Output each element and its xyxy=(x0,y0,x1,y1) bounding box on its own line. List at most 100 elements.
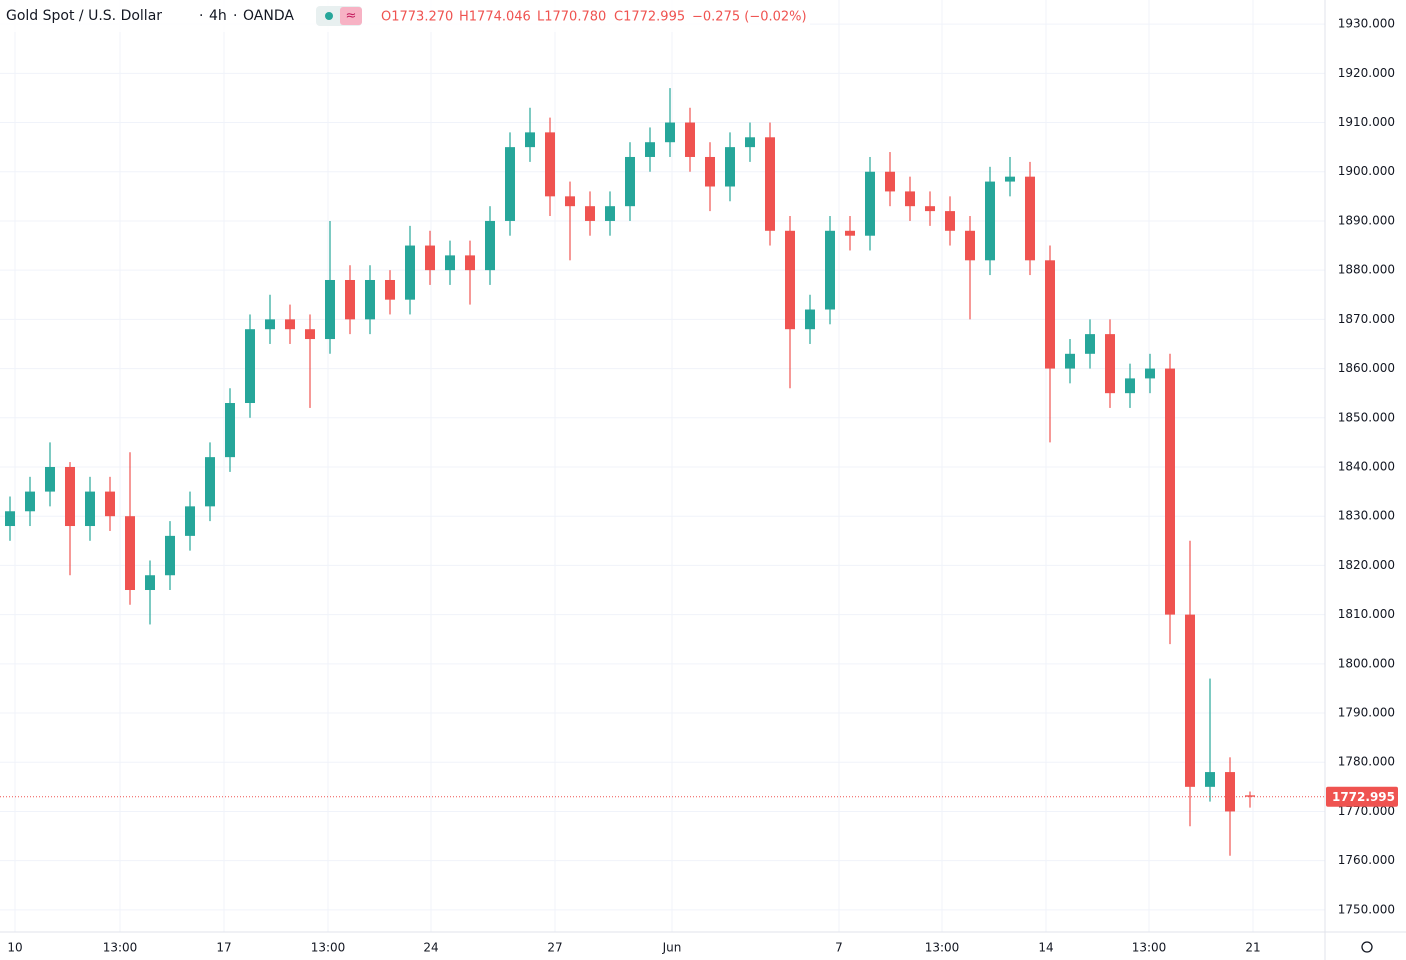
y-tick-label: 1800.000 xyxy=(1338,656,1395,670)
change: −0.275 (−0.02%) xyxy=(692,10,807,25)
candle-body xyxy=(605,206,615,221)
x-tick-label: 17 xyxy=(216,941,231,955)
y-tick-label: 1840.000 xyxy=(1338,459,1395,473)
candle-body xyxy=(5,511,15,527)
candle-body xyxy=(505,147,515,221)
candle-body xyxy=(905,191,915,207)
candle-body xyxy=(625,156,635,207)
candle-body xyxy=(1225,772,1235,812)
candle-body xyxy=(825,230,835,310)
candle-body xyxy=(265,319,275,330)
candle-body xyxy=(105,491,115,517)
candle-body xyxy=(285,319,295,330)
y-tick-label: 1770.000 xyxy=(1338,804,1395,818)
y-tick-label: 1750.000 xyxy=(1338,902,1395,916)
candle-body xyxy=(165,535,175,576)
candle-body xyxy=(25,491,35,512)
y-tick-label: 1820.000 xyxy=(1338,558,1395,572)
candle-body xyxy=(325,279,335,340)
y-tick-label: 1900.000 xyxy=(1338,164,1395,178)
y-tick-label: 1830.000 xyxy=(1338,509,1395,523)
source: OANDA xyxy=(243,8,294,24)
ohlc-low: L1770.780 xyxy=(537,10,606,25)
candle-body xyxy=(1245,795,1255,797)
x-tick-label: 13:00 xyxy=(311,941,346,955)
candle-body xyxy=(1145,368,1155,379)
candle-body xyxy=(845,230,855,236)
x-tick-label: 14 xyxy=(1038,941,1053,955)
y-tick-label: 1780.000 xyxy=(1338,755,1395,769)
y-tick-label: 1880.000 xyxy=(1338,263,1395,277)
candle-body xyxy=(725,147,735,187)
y-tick-label: 1760.000 xyxy=(1338,853,1395,867)
y-tick-label: 1870.000 xyxy=(1338,312,1395,326)
candle-body xyxy=(385,279,395,300)
settings-icon[interactable] xyxy=(1361,941,1373,953)
candle-body xyxy=(465,255,475,271)
candle-body xyxy=(405,245,415,300)
candle-body xyxy=(965,230,975,261)
candle-body xyxy=(445,255,455,271)
candle-body xyxy=(525,132,535,148)
y-tick-label: 1810.000 xyxy=(1338,607,1395,621)
interval[interactable]: 4h xyxy=(209,8,227,24)
last-price-label: 1772.995 xyxy=(1332,790,1395,804)
candle-body xyxy=(985,181,995,261)
y-tick-label: 1890.000 xyxy=(1338,213,1395,227)
y-tick-label: 1910.000 xyxy=(1338,115,1395,129)
wave-icon: ≈ xyxy=(346,9,357,24)
x-tick-label: Jun xyxy=(662,941,682,955)
candle-body xyxy=(345,279,355,320)
candle-body xyxy=(225,403,235,458)
candle-body xyxy=(665,122,675,143)
y-tick-label: 1860.000 xyxy=(1338,361,1395,375)
wave-icon-bg[interactable] xyxy=(340,7,362,25)
candle-body xyxy=(585,206,595,221)
candle-body xyxy=(865,171,875,236)
candle-body xyxy=(785,230,795,330)
candle-body xyxy=(1105,334,1115,394)
candle-body xyxy=(305,329,315,340)
candle-body xyxy=(425,245,435,271)
candle-body xyxy=(1025,176,1035,261)
y-tick-label: 1930.000 xyxy=(1338,17,1395,31)
ohlc-high: H1774.046 xyxy=(459,10,531,25)
y-tick-label: 1790.000 xyxy=(1338,706,1395,720)
ohlc-close: C1772.995 xyxy=(614,10,685,25)
candle-body xyxy=(145,575,155,591)
candle-body xyxy=(805,309,815,330)
x-tick-label: 24 xyxy=(423,941,438,955)
candle-body xyxy=(205,457,215,507)
candle-body xyxy=(765,137,775,231)
x-tick-label: 27 xyxy=(547,941,562,955)
candle-body xyxy=(1185,614,1195,787)
candle-body xyxy=(745,137,755,148)
ohlc-open: O1773.270 xyxy=(381,10,453,25)
candle-body xyxy=(565,196,575,207)
candle-body xyxy=(365,279,375,320)
y-tick-label: 1920.000 xyxy=(1338,66,1395,80)
status-dot xyxy=(325,12,333,20)
x-tick-label: 13:00 xyxy=(925,941,960,955)
candle-body xyxy=(65,466,75,527)
candle-body xyxy=(705,156,715,187)
candle-body xyxy=(85,491,95,527)
sep: · xyxy=(199,8,203,24)
symbol[interactable]: Gold Spot / U.S. Dollar xyxy=(6,8,162,24)
gear[interactable] xyxy=(1361,941,1373,953)
candle-body xyxy=(645,142,655,157)
candle-body xyxy=(1065,353,1075,369)
candle-body xyxy=(185,506,195,536)
y-tick-label: 1850.000 xyxy=(1338,410,1395,424)
sep: · xyxy=(233,8,237,24)
candle-body xyxy=(885,171,895,192)
candle-body xyxy=(485,220,495,271)
candle-body xyxy=(545,132,555,197)
candle-body xyxy=(685,122,695,157)
candle-body xyxy=(45,466,55,492)
candle-body xyxy=(245,329,255,404)
candle-body xyxy=(1205,772,1215,787)
candle-body xyxy=(1085,334,1095,354)
candle-body xyxy=(125,516,135,591)
